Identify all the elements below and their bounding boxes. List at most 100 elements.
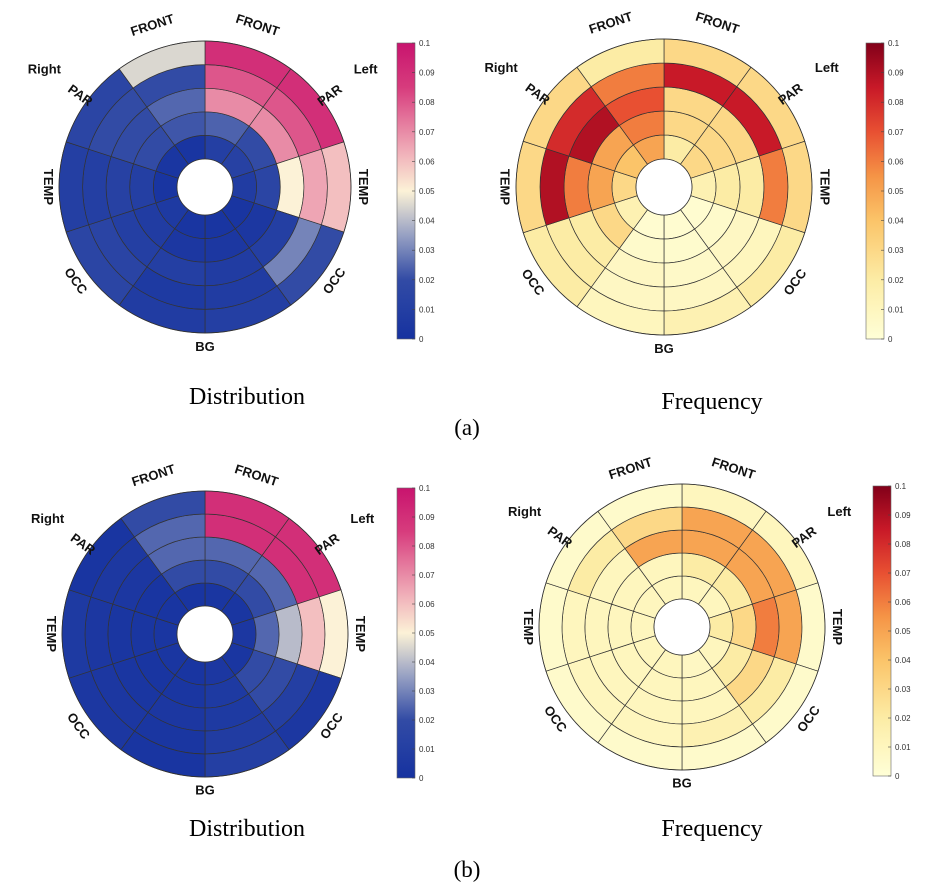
colorbar-tick-label: 0.03: [888, 246, 904, 255]
subcaption-b: (b): [454, 857, 481, 882]
colorbar-tick-label: 0.08: [888, 98, 904, 107]
colorbar-tick-label: 0.08: [419, 542, 435, 551]
colorbar-tick-label: 0.09: [895, 511, 911, 520]
colorbar-tick-label: 0.06: [419, 157, 435, 166]
region-label-temp: TEMP: [356, 169, 371, 205]
region-label-temp: TEMP: [521, 609, 536, 645]
region-label-left: Left: [827, 504, 852, 519]
colorbar-tick-label: 0.08: [895, 540, 911, 549]
cell-ring1-sector7: [587, 163, 615, 211]
colorbar-tick-label: 0.03: [419, 246, 435, 255]
region-label-right: Right: [28, 62, 62, 77]
colorbar-tick-label: 0.01: [888, 305, 904, 314]
colorbar-tick-label: 0.07: [419, 571, 435, 580]
colorbar-tick-label: 0.1: [419, 484, 431, 493]
region-label-par: PAR: [314, 81, 345, 109]
colorbar-tick-label: 0.1: [888, 39, 900, 48]
colorbar-tick-label: 0.03: [419, 687, 435, 696]
region-label-temp: TEMP: [353, 616, 368, 652]
region-label-front: FRONT: [233, 461, 280, 489]
region-label-front: FRONT: [129, 11, 176, 39]
region-label-left: Left: [354, 62, 379, 77]
colorbar-tick-label: 0.04: [419, 217, 435, 226]
colorbar-tick-label: 0.02: [419, 276, 435, 285]
region-label-front: FRONT: [694, 9, 741, 37]
colorbar-tick-label: 0.04: [895, 656, 911, 665]
colorbar-tick-label: 0.07: [895, 569, 911, 578]
colorbar-tick-label: 0: [419, 335, 424, 344]
caption-a-distribution: Distribution: [189, 384, 305, 410]
colorbar-tick-label: 0.07: [888, 128, 904, 137]
cell-ring2-sector2: [735, 155, 765, 219]
cell-ring1-sector7: [607, 603, 634, 651]
colorbar-tick-label: 0.06: [895, 598, 911, 607]
cell-ring2-sector2: [274, 603, 303, 665]
cell-ring1-sector2: [730, 603, 757, 651]
colorbar-tick-label: 0.04: [888, 217, 904, 226]
region-label-temp: TEMP: [41, 169, 56, 205]
colorbar-tick-label: 0: [888, 335, 893, 344]
region-label-bg: BG: [672, 776, 692, 791]
region-label-par: PAR: [312, 530, 343, 558]
colorbar-tick-label: 0.09: [419, 69, 435, 78]
center-hole: [176, 605, 234, 663]
colorbar-tick-label: 0.06: [888, 157, 904, 166]
cell-ring2-sector2: [276, 156, 305, 218]
colorbar-tick-label: 0.05: [419, 629, 435, 638]
colorbar-tick-label: 0.08: [419, 98, 435, 107]
region-label-right: Right: [485, 60, 519, 75]
colorbar-tick-label: 0.05: [419, 187, 435, 196]
region-label-bg: BG: [195, 339, 215, 354]
outer-ring-outline: [61, 490, 349, 778]
colorbar-tick-label: 0.02: [895, 714, 911, 723]
region-label-bg: BG: [654, 341, 674, 356]
colorbar-tick-label: 0.03: [895, 685, 911, 694]
outer-ring-outline: [58, 40, 352, 334]
colorbar-tick-label: 0.04: [419, 658, 435, 667]
region-label-right: Right: [31, 511, 65, 526]
cell-ring2-sector7: [584, 596, 613, 658]
colorbar-tick-label: 0.02: [888, 276, 904, 285]
cell-ring2-sector2: [751, 596, 780, 658]
region-label-temp: TEMP: [817, 169, 832, 205]
colorbar-tick-label: 0: [895, 772, 900, 781]
caption-b-frequency: Frequency: [661, 816, 762, 842]
cell-ring1-sector2: [253, 610, 280, 658]
colorbar-tick-label: 0.1: [895, 482, 907, 491]
colorbar-tick-label: 0: [419, 774, 424, 783]
colorbar-tick-label: 0.07: [419, 128, 435, 137]
center-hole: [653, 598, 711, 656]
region-label-temp: TEMP: [44, 616, 59, 652]
region-label-front: FRONT: [130, 461, 177, 489]
colorbar-tick-label: 0.02: [419, 716, 435, 725]
caption-a-frequency: Frequency: [661, 389, 762, 415]
colorbar-tick-label: 0.05: [895, 627, 911, 636]
outer-ring-outline: [538, 483, 826, 771]
region-label-left: Left: [815, 60, 840, 75]
region-label-left: Left: [350, 511, 375, 526]
cell-ring1-sector7: [130, 610, 157, 658]
region-label-par: PAR: [789, 523, 820, 551]
region-label-front: FRONT: [234, 11, 281, 39]
cell-ring1-sector7: [129, 163, 157, 211]
colorbar-tick-label: 0.01: [419, 305, 435, 314]
region-label-front: FRONT: [587, 9, 634, 37]
colorbar-tick-label: 0.06: [419, 600, 435, 609]
region-label-front: FRONT: [607, 454, 654, 482]
colorbar-tick-label: 0.01: [895, 743, 911, 752]
outer-ring-outline: [515, 38, 813, 336]
cell-ring2-sector7: [563, 155, 593, 219]
colorbar-tick-label: 0.01: [419, 745, 435, 754]
region-label-temp: TEMP: [830, 609, 845, 645]
colorbar-tick-label: 0.09: [888, 69, 904, 78]
caption-b-distribution: Distribution: [189, 816, 305, 842]
cell-ring2-sector7: [105, 156, 134, 218]
cell-ring2-sector7: [107, 603, 136, 665]
center-hole: [635, 158, 693, 216]
center-hole: [176, 158, 234, 216]
